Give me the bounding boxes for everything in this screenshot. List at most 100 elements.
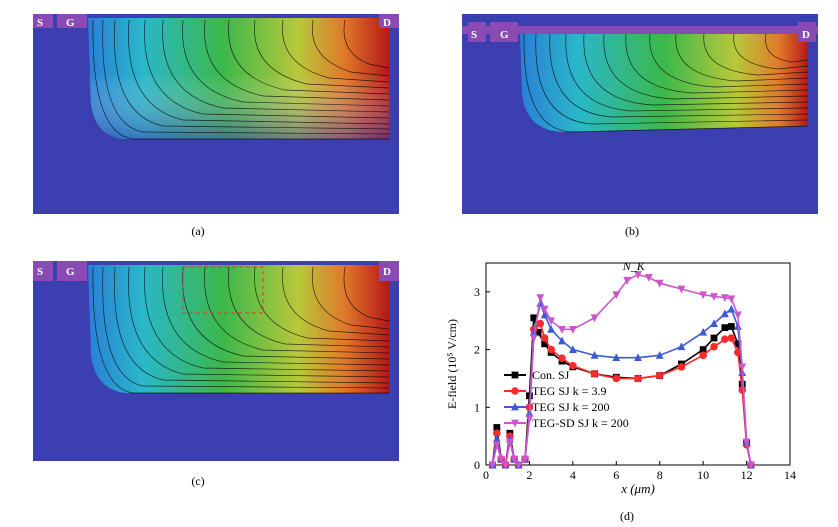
drain-contact: [379, 261, 399, 281]
data-point: [677, 342, 686, 351]
data-point: [710, 319, 718, 327]
data-point: [492, 441, 501, 450]
x-tick-label: 8: [657, 468, 663, 482]
y-tick-label: 1: [474, 400, 480, 414]
data-point: [623, 276, 632, 285]
data-point: [720, 309, 729, 318]
annotation-nk: N_K: [622, 259, 646, 273]
data-point: [505, 438, 514, 447]
data-point: [558, 336, 566, 345]
plot-frame: [485, 262, 791, 466]
panel-b: S G D: [462, 14, 822, 221]
x-tick-label: 4: [570, 468, 576, 482]
data-point: [612, 291, 621, 300]
data-point: [514, 461, 523, 470]
panel-a: S G D: [33, 14, 403, 221]
data-point: [547, 317, 556, 326]
source-label: S: [37, 17, 43, 29]
data-point: [655, 371, 664, 380]
data-point: [569, 361, 577, 370]
data-point: [558, 354, 566, 363]
data-point: [510, 455, 519, 464]
data-point: [699, 346, 707, 353]
data-point: [655, 279, 664, 288]
y-tick-label: 0: [474, 458, 480, 472]
gate-label: G: [500, 29, 509, 41]
data-point: [727, 334, 736, 342]
gate-contact: [57, 14, 87, 28]
x-tick-label: 12: [741, 468, 753, 482]
data-point: [710, 342, 718, 351]
source-contact: [33, 14, 53, 28]
data-point: [727, 295, 736, 304]
y-tick-label: 3: [474, 285, 480, 299]
data-point: [492, 434, 501, 443]
data-point: [720, 294, 729, 303]
legend-marker: [511, 371, 519, 379]
data-point: [590, 314, 599, 323]
data-point: [525, 415, 534, 424]
data-point: [568, 325, 577, 334]
data-point: [634, 353, 642, 362]
data-point: [738, 363, 747, 372]
data-point: [612, 353, 621, 362]
data-point: [529, 327, 538, 336]
drain-contact: [379, 14, 399, 28]
gate-label: G: [66, 17, 75, 29]
data-point: [493, 424, 501, 431]
x-tick-label: 10: [697, 468, 709, 482]
data-point: [699, 327, 708, 336]
panel-d: 0 2 4 6 8 10 12 14 0 1 2 3 x (μm) E-field (10⁵ V/cm) C…: [440, 255, 820, 505]
source-contact: [468, 22, 486, 42]
data-point: [540, 334, 549, 342]
data-point: [742, 438, 751, 447]
gate-contact: [57, 261, 87, 281]
x-tick-label: 6: [613, 468, 619, 482]
legend-marker: [511, 419, 519, 428]
data-point: [529, 334, 538, 343]
data-point: [710, 293, 718, 301]
drain-label: D: [383, 266, 391, 278]
x-tick-label: 14: [784, 468, 796, 482]
data-point: [536, 294, 545, 303]
source-contact: [33, 261, 53, 281]
data-point: [634, 271, 642, 279]
data-point: [521, 455, 529, 464]
data-point: [734, 340, 742, 348]
legend-entry: TEG SJ k = 3.9: [532, 384, 606, 398]
caption-b: (b): [625, 224, 639, 238]
source-label: S: [37, 266, 43, 278]
data-point: [590, 350, 599, 359]
data-point: [727, 304, 736, 313]
data-point: [721, 324, 729, 332]
data-point: [547, 324, 556, 333]
x-tick-label: 2: [526, 468, 532, 482]
data-point: [547, 345, 555, 354]
data-point: [497, 455, 506, 464]
data-point: [727, 323, 735, 330]
legend-entry: Con. SJ: [532, 368, 570, 382]
gate-label: G: [66, 266, 75, 278]
legend-entry: TEG-SD SJ k = 200: [532, 416, 629, 430]
data-point: [612, 374, 621, 383]
legend-marker: [511, 387, 519, 395]
device-simulation-c: S G D: [33, 261, 399, 461]
data-point: [540, 305, 549, 314]
data-point: [699, 291, 708, 300]
legend-entry: TEG SJ k = 200: [532, 400, 609, 414]
data-point: [501, 461, 510, 470]
source-label: S: [471, 29, 477, 41]
data-point: [699, 351, 707, 360]
caption-d: (d): [620, 509, 634, 523]
data-point: [536, 319, 545, 328]
data-point: [634, 374, 642, 383]
caption-c: (c): [191, 474, 205, 488]
x-tick-label: 0: [483, 468, 489, 482]
data-point: [677, 285, 686, 294]
x-axis-label: x (μm): [620, 481, 655, 496]
data-point: [733, 311, 742, 320]
data-point: [540, 310, 549, 319]
y-tick-label: 2: [474, 343, 480, 357]
drain-label: D: [383, 17, 391, 29]
gate-contact: [490, 22, 518, 42]
